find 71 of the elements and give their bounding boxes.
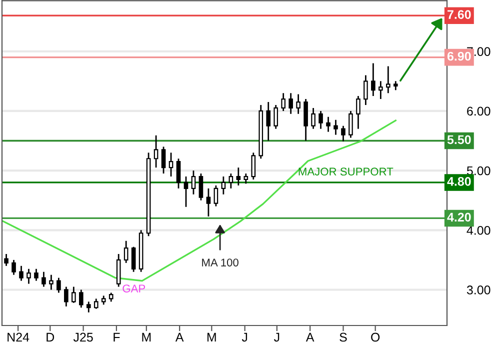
ref-line-label: 4.80 [447, 176, 471, 186]
candlestick [206, 188, 211, 218]
ref-line-label: 4.20 [447, 212, 471, 222]
annotation: MAJOR SUPPORT [298, 168, 394, 176]
candlestick [304, 98, 308, 142]
candlestick [251, 152, 256, 180]
x-tick-label: J [274, 332, 280, 342]
candlestick [288, 92, 293, 115]
candlestick [348, 110, 353, 138]
x-tick-label: S [340, 332, 347, 342]
candlestick [371, 62, 376, 97]
candlestick [274, 104, 278, 130]
candlestick [64, 286, 68, 308]
x-tick-label: M [142, 332, 151, 342]
x-tick-label: N24 [8, 332, 30, 342]
x-tick-label: O [371, 332, 380, 342]
candlestick [198, 172, 204, 202]
candlestick [296, 94, 300, 115]
candlestick [236, 166, 241, 186]
annotation: GAP [122, 284, 146, 292]
candlestick [311, 107, 316, 130]
x-tick-label: M [207, 332, 216, 342]
x-tick-label: A [306, 332, 314, 342]
y-tick-label: 6.00 [467, 106, 490, 116]
candlestick [191, 170, 196, 196]
candlestick [266, 101, 271, 142]
line-series [2, 120, 396, 282]
y-tick-label: 4.00 [466, 226, 490, 235]
x-tick-label: J25 [73, 332, 93, 342]
candlestick [34, 268, 38, 282]
candlestick [364, 74, 368, 106]
y-tick-label: 3.00 [466, 286, 490, 294]
candlestick [124, 240, 128, 264]
candlestick [176, 158, 181, 190]
candlestick [168, 152, 174, 178]
candlestick [131, 246, 136, 273]
candlestick [334, 119, 338, 136]
candlestick [228, 172, 234, 190]
x-tick-label: A [175, 332, 184, 342]
candlestick [26, 268, 31, 284]
x-tick-label: J [242, 332, 248, 342]
candlestick [72, 286, 76, 304]
x-tick-label: D [46, 332, 54, 342]
candlestick [184, 176, 188, 208]
candlestick [161, 146, 166, 174]
candlestick [318, 110, 323, 130]
candlestick [281, 92, 286, 112]
candlestick [56, 277, 61, 294]
x-tick-label: F [114, 332, 120, 342]
ref-line-label: 7.60 [448, 10, 471, 19]
candlestick [86, 300, 91, 314]
candlestick [341, 125, 346, 142]
annotation: MA 100 [202, 258, 238, 266]
candlestick [79, 289, 84, 308]
candlestick [214, 184, 218, 207]
candlestick [244, 172, 248, 184]
candlestick [154, 134, 158, 168]
candlestick [19, 265, 24, 282]
candlestick [42, 271, 46, 288]
ref-line-label: 5.50 [447, 135, 471, 144]
candlestick [94, 298, 98, 310]
candlestick [221, 176, 226, 196]
candlestick [326, 116, 330, 133]
candlestick [12, 259, 16, 276]
candlestick [49, 274, 54, 290]
candlestick [386, 66, 390, 94]
candlestick [356, 95, 360, 130]
y-tick-label: 5.00 [466, 166, 490, 176]
candlestick [4, 253, 8, 267]
candlestick [116, 253, 121, 288]
candlestick [378, 80, 383, 100]
